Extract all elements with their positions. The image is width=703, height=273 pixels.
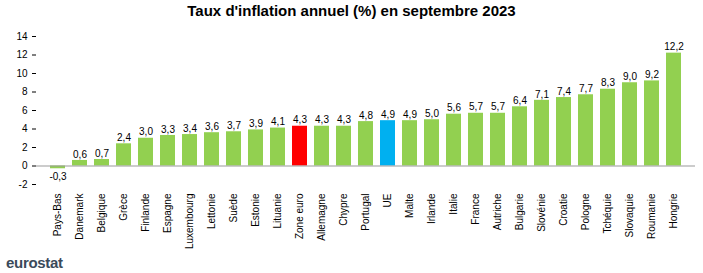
svg-text:5,7: 5,7 (469, 101, 483, 112)
svg-text:4,9: 4,9 (403, 109, 417, 120)
svg-text:9,2: 9,2 (645, 69, 659, 80)
svg-text:10: 10 (16, 68, 28, 79)
svg-text:3,9: 3,9 (249, 118, 263, 129)
svg-text:4,3: 4,3 (293, 114, 307, 125)
html-text:Taux d'inflation annuel (%) en: Taux d'inflation annuel (%) en septembre… (187, 2, 516, 19)
svg-text:Belgique: Belgique (96, 193, 107, 232)
svg-text:-0,3: -0,3 (49, 171, 67, 182)
svg-text:Danemark: Danemark (74, 193, 85, 240)
svg-text:3,0: 3,0 (139, 126, 153, 137)
svg-text:7,7: 7,7 (579, 83, 593, 94)
svg-text:Tchéquie: Tchéquie (602, 193, 613, 233)
svg-text:0,7: 0,7 (95, 148, 109, 159)
svg-text:6,4: 6,4 (513, 95, 527, 106)
svg-text:4,3: 4,3 (337, 114, 351, 125)
svg-text:Bulgarie: Bulgarie (514, 193, 525, 230)
svg-text:Zone euro: Zone euro (294, 193, 305, 239)
svg-text:Irlande: Irlande (426, 193, 437, 224)
svg-text:Lettonie: Lettonie (206, 193, 217, 229)
svg-text:Luxembourg: Luxembourg (184, 194, 195, 250)
svg-text:France: France (470, 193, 481, 225)
svg-text:Portugal: Portugal (360, 194, 371, 231)
svg-text:5,6: 5,6 (447, 102, 461, 113)
svg-text:7,1: 7,1 (535, 89, 549, 100)
svg-text:0: 0 (22, 160, 28, 171)
html-text:eurostat: eurostat (6, 254, 63, 271)
svg-text:Espagne: Espagne (162, 193, 173, 233)
svg-text:9,0: 9,0 (623, 71, 637, 82)
svg-text:Italie: Italie (448, 193, 459, 215)
svg-text:6: 6 (22, 105, 28, 116)
svg-text:0,6: 0,6 (73, 149, 87, 160)
svg-text:Roumanie: Roumanie (646, 193, 657, 239)
svg-text:5,7: 5,7 (491, 101, 505, 112)
svg-text:Estonie: Estonie (250, 193, 261, 227)
svg-text:Autriche: Autriche (492, 193, 503, 230)
svg-text:3,7: 3,7 (227, 120, 241, 131)
svg-text:8,3: 8,3 (601, 77, 615, 88)
svg-text:3,3: 3,3 (161, 124, 175, 135)
svg-text:8: 8 (22, 86, 28, 97)
svg-text:Suède: Suède (228, 193, 239, 222)
svg-text:4: 4 (22, 123, 28, 134)
svg-text:Allemagne: Allemagne (316, 193, 327, 241)
svg-text:Finlande: Finlande (140, 193, 151, 232)
svg-text:Slovaquie: Slovaquie (624, 193, 635, 237)
svg-text:Croatie: Croatie (558, 193, 569, 226)
svg-text:Chypre: Chypre (338, 193, 349, 226)
svg-text:Pologne: Pologne (580, 193, 591, 230)
svg-text:4,9: 4,9 (381, 109, 395, 120)
svg-text:2,4: 2,4 (117, 132, 131, 143)
svg-text:Grèce: Grèce (118, 193, 129, 221)
svg-text:12: 12 (16, 49, 28, 60)
svg-text:14: 14 (16, 31, 28, 42)
svg-text:4,1: 4,1 (271, 116, 285, 127)
svg-text:3,4: 3,4 (183, 123, 197, 134)
svg-text:Slovénie: Slovénie (536, 193, 547, 232)
svg-text:2: 2 (22, 142, 28, 153)
svg-text:Hongrie: Hongrie (668, 193, 679, 228)
svg-text:5,0: 5,0 (425, 108, 439, 119)
svg-text:-2: -2 (19, 179, 28, 190)
svg-text:Malte: Malte (404, 193, 415, 218)
svg-text:Lituanie: Lituanie (272, 193, 283, 228)
svg-text:3,6: 3,6 (205, 121, 219, 132)
svg-text:7,4: 7,4 (557, 86, 571, 97)
svg-text:4,3: 4,3 (315, 114, 329, 125)
svg-text:4,8: 4,8 (359, 110, 373, 121)
svg-text:12,2: 12,2 (664, 41, 684, 52)
svg-text:UE: UE (382, 193, 393, 207)
svg-text:Pays-Bas: Pays-Bas (52, 194, 63, 237)
